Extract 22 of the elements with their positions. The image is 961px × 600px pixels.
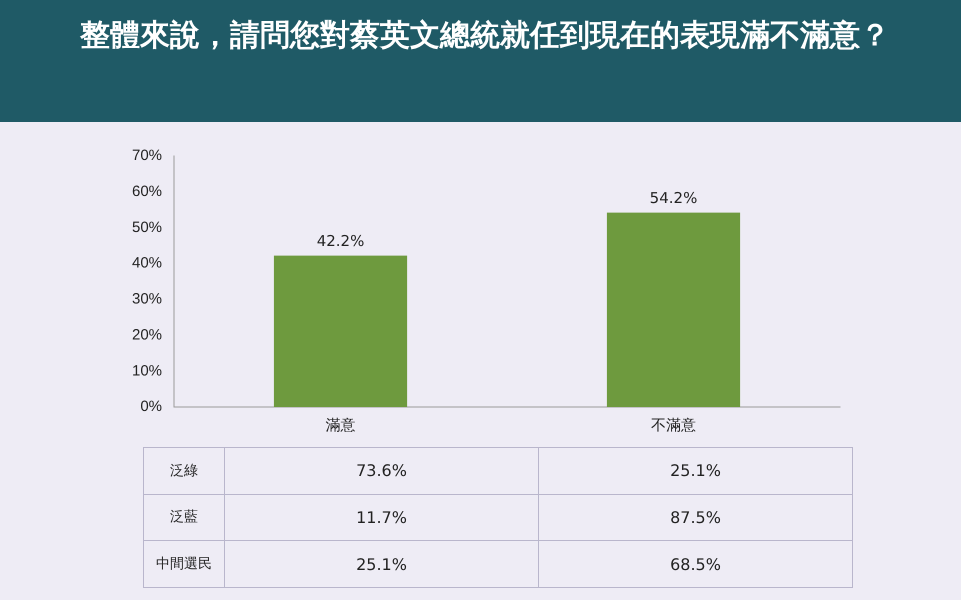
text: 泛綠 — [144, 448, 224, 494]
text: 25.1% — [224, 540, 538, 588]
y-tick-label: 0% — [140, 398, 162, 416]
text: 87.5% — [538, 494, 852, 541]
y-tick-label: 70% — [132, 147, 162, 164]
x-tick-label: 滿意 — [326, 417, 356, 434]
text: 73.6% — [224, 448, 538, 494]
chart-title: 整體來說，請問您對蔡英文總統就任到現在的表現滿不滿意？ — [80, 17, 891, 55]
text: 中間選民 — [144, 540, 224, 588]
data-label: 42.2% — [316, 232, 364, 250]
text: 11.7% — [224, 494, 538, 541]
y-tick-label: 50% — [132, 218, 162, 236]
data-label: 54.2% — [650, 189, 698, 208]
x-tick-label: 不滿意 — [651, 417, 696, 434]
y-tick-label: 30% — [132, 290, 162, 308]
text: 25.1% — [538, 448, 852, 494]
text: 68.5% — [538, 540, 852, 588]
y-tick-label: 60% — [132, 183, 162, 200]
y-tick-label: 20% — [132, 326, 162, 344]
y-tick-label: 40% — [132, 254, 162, 272]
text: 泛藍 — [144, 494, 224, 541]
y-tick-label: 10% — [132, 362, 162, 380]
